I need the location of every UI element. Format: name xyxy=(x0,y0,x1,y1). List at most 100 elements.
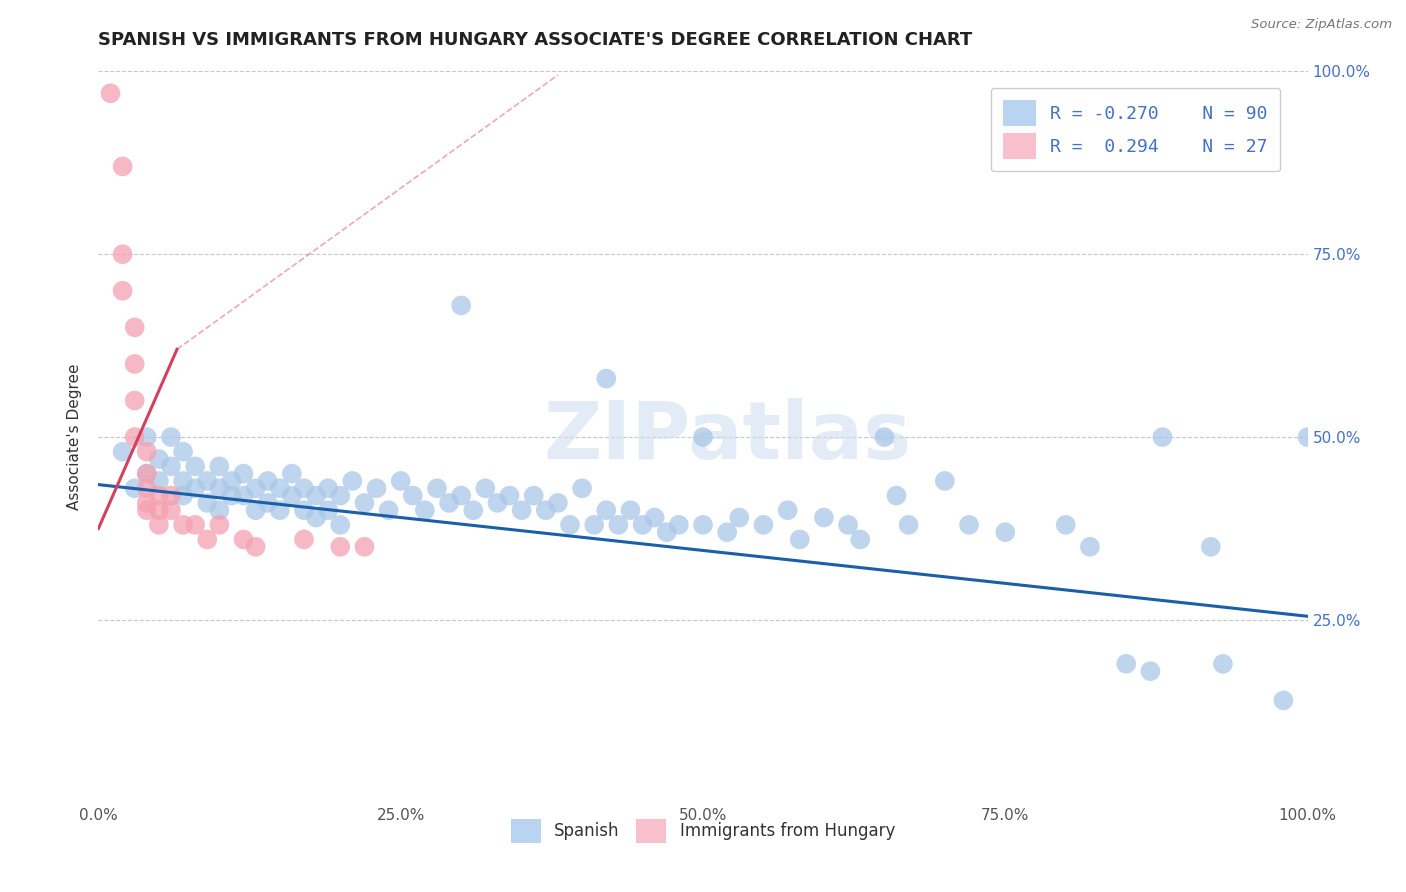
Point xyxy=(281,489,304,503)
Point xyxy=(837,517,859,532)
Point xyxy=(595,503,617,517)
Point xyxy=(583,517,606,532)
Point xyxy=(1272,693,1295,707)
Point xyxy=(789,533,811,547)
Point xyxy=(281,467,304,481)
Point xyxy=(184,517,207,532)
Point xyxy=(316,481,339,495)
Point xyxy=(172,474,194,488)
Point xyxy=(135,503,157,517)
Point xyxy=(172,517,194,532)
Point xyxy=(547,496,569,510)
Point xyxy=(148,489,170,503)
Point xyxy=(305,510,328,524)
Point xyxy=(716,525,738,540)
Point xyxy=(644,510,666,524)
Point xyxy=(232,489,254,503)
Point xyxy=(619,503,641,517)
Point xyxy=(631,517,654,532)
Point xyxy=(342,474,364,488)
Point xyxy=(510,503,533,517)
Point xyxy=(353,496,375,510)
Point xyxy=(873,430,896,444)
Point xyxy=(208,459,231,474)
Point xyxy=(413,503,436,517)
Point xyxy=(221,474,243,488)
Point xyxy=(377,503,399,517)
Point xyxy=(498,489,520,503)
Point xyxy=(292,533,315,547)
Point xyxy=(1115,657,1137,671)
Point xyxy=(111,160,134,174)
Legend: Spanish, Immigrants from Hungary: Spanish, Immigrants from Hungary xyxy=(505,813,901,849)
Point xyxy=(389,474,412,488)
Point xyxy=(329,489,352,503)
Text: SPANISH VS IMMIGRANTS FROM HUNGARY ASSOCIATE'S DEGREE CORRELATION CHART: SPANISH VS IMMIGRANTS FROM HUNGARY ASSOC… xyxy=(98,31,973,49)
Point xyxy=(160,489,183,503)
Point xyxy=(329,517,352,532)
Point xyxy=(135,430,157,444)
Point xyxy=(1139,664,1161,678)
Point xyxy=(1078,540,1101,554)
Point xyxy=(402,489,425,503)
Point xyxy=(124,481,146,495)
Point xyxy=(160,503,183,517)
Point xyxy=(1199,540,1222,554)
Point xyxy=(221,489,243,503)
Point xyxy=(1054,517,1077,532)
Point xyxy=(148,517,170,532)
Point xyxy=(728,510,751,524)
Point xyxy=(1152,430,1174,444)
Point xyxy=(450,489,472,503)
Point xyxy=(111,284,134,298)
Point xyxy=(100,87,122,101)
Point xyxy=(148,474,170,488)
Point xyxy=(124,357,146,371)
Point xyxy=(160,459,183,474)
Point xyxy=(692,517,714,532)
Point xyxy=(208,481,231,495)
Point xyxy=(655,525,678,540)
Point xyxy=(256,474,278,488)
Point xyxy=(692,430,714,444)
Point xyxy=(232,533,254,547)
Point xyxy=(305,489,328,503)
Point xyxy=(160,430,183,444)
Point xyxy=(184,481,207,495)
Point xyxy=(232,467,254,481)
Point xyxy=(195,474,218,488)
Point xyxy=(292,503,315,517)
Point xyxy=(135,496,157,510)
Point xyxy=(124,320,146,334)
Point xyxy=(245,481,267,495)
Point xyxy=(124,393,146,408)
Point xyxy=(849,533,872,547)
Point xyxy=(135,481,157,495)
Point xyxy=(474,481,496,495)
Point xyxy=(269,481,291,495)
Point xyxy=(534,503,557,517)
Point xyxy=(595,371,617,385)
Point xyxy=(208,503,231,517)
Point xyxy=(437,496,460,510)
Point xyxy=(426,481,449,495)
Point xyxy=(124,430,146,444)
Point xyxy=(256,496,278,510)
Point xyxy=(245,540,267,554)
Point xyxy=(897,517,920,532)
Point xyxy=(148,452,170,467)
Point xyxy=(1212,657,1234,671)
Point xyxy=(571,481,593,495)
Point xyxy=(329,540,352,554)
Point xyxy=(135,467,157,481)
Point xyxy=(148,503,170,517)
Point xyxy=(668,517,690,532)
Text: ZIPatlas: ZIPatlas xyxy=(543,398,911,476)
Point xyxy=(172,444,194,458)
Point xyxy=(776,503,799,517)
Point xyxy=(172,489,194,503)
Point xyxy=(558,517,581,532)
Point xyxy=(245,503,267,517)
Point xyxy=(135,444,157,458)
Point xyxy=(195,533,218,547)
